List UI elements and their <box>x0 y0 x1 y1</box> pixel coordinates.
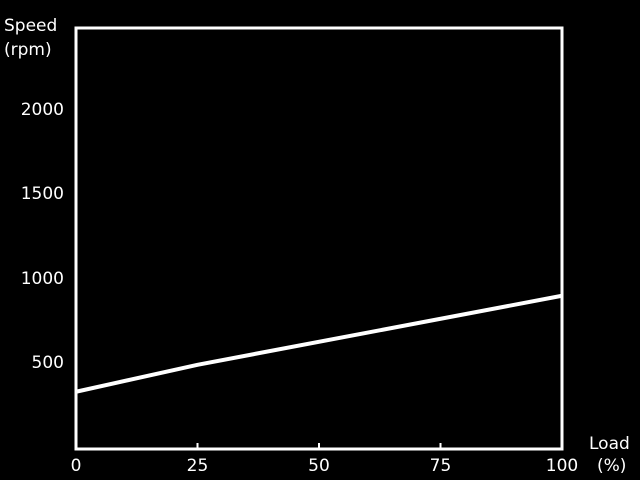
y-tick-label: 1500 <box>20 184 64 205</box>
y-axis-label-1: Speed <box>4 16 58 36</box>
series-line <box>75 293 563 394</box>
y-tick-label: 500 <box>31 352 64 373</box>
plot-frame <box>74 26 564 451</box>
y-tick-label: 1000 <box>20 268 64 289</box>
x-tick-label: 25 <box>186 456 209 476</box>
x-tick-label: 100 <box>545 456 579 476</box>
x-axis-label-2: (%) <box>597 456 627 476</box>
y-axis-label-2: (rpm) <box>4 40 52 60</box>
x-tick-label: 50 <box>308 456 330 476</box>
x-tick-label: 0 <box>70 456 82 476</box>
x-tick-label: 75 <box>429 456 452 476</box>
x-axis-label-1: Load <box>589 434 630 454</box>
y-tick-label: 2000 <box>20 100 64 121</box>
